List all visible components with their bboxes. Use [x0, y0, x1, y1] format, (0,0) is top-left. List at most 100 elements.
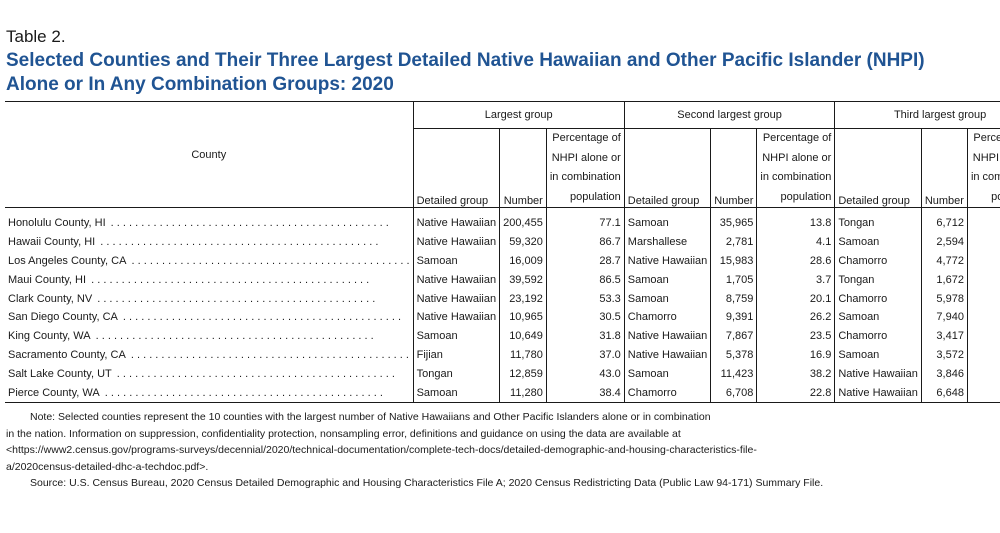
third-group-number: 3,846 [920, 364, 968, 384]
source-note: Source: U.S. Census Bureau, 2020 Census … [30, 477, 824, 489]
third-group-name: Chamorro [834, 289, 922, 308]
detailed-group-header: Detailed group [412, 128, 500, 208]
county-cell: Hawaii County, HI [5, 233, 413, 252]
third-group-name: Tongan [834, 207, 922, 233]
third-group-name: Samoan [834, 307, 922, 327]
third-group-name: Chamorro [834, 251, 922, 271]
second-group-percentage: 13.8 [756, 207, 835, 233]
table-label: Table 2. [6, 27, 66, 46]
percentage-header: Percentage of NHPI alone or in combinati… [966, 128, 1000, 208]
largest-group-name: Samoan [412, 326, 500, 346]
third-group-percentage: 3.7 [966, 270, 1000, 290]
largest-group-percentage: 30.5 [545, 307, 625, 327]
second-group-name: Native Hawaiian [623, 345, 711, 365]
table-row: Honolulu County, HINative Hawaiian200,45… [5, 207, 1000, 233]
second-group-name: Native Hawaiian [623, 251, 711, 271]
third-group-number: 2,594 [920, 232, 968, 252]
third-group-percentage: 10.2 [966, 326, 1000, 346]
note-link: <https://www2.census.gov/programs-survey… [6, 444, 757, 456]
second-group-number: 6,708 [710, 383, 757, 403]
largest-group-percentage: 86.5 [545, 270, 625, 290]
third-group-number: 6,648 [920, 383, 968, 403]
largest-group-number: 23,192 [499, 289, 547, 308]
number-header: Number [710, 128, 757, 208]
second-group-number: 15,983 [710, 251, 757, 271]
largest-group-number: 10,649 [499, 326, 547, 346]
second-group-number: 9,391 [710, 307, 757, 327]
second-group-number: 5,378 [710, 345, 757, 365]
largest-group-number: 59,320 [499, 232, 547, 252]
second-group-percentage: 38.2 [756, 364, 835, 384]
second-group-percentage: 28.6 [756, 251, 835, 271]
largest-group-percentage: 86.7 [545, 232, 625, 252]
percentage-header: Percentage of NHPI alone or in combinati… [756, 128, 835, 208]
largest-group-header: Largest group [412, 101, 625, 129]
largest-group-name: Samoan [412, 251, 500, 271]
largest-group-percentage: 31.8 [545, 326, 625, 346]
table-row: Clark County, NVNative Hawaiian23,19253.… [5, 289, 1000, 308]
county-cell: Honolulu County, HI [5, 208, 413, 233]
largest-group-percentage: 28.7 [545, 251, 625, 271]
second-group-percentage: 23.5 [756, 326, 835, 346]
second-group-number: 11,423 [710, 364, 757, 384]
third-group-percentage: 22.1 [966, 307, 1000, 327]
third-group-number: 4,772 [920, 251, 968, 271]
second-group-number: 1,705 [710, 270, 757, 290]
table-notes: Note: Selected counties represent the 10… [6, 409, 906, 492]
largest-group-number: 11,780 [499, 345, 547, 365]
second-group-number: 7,867 [710, 326, 757, 346]
note-line: a/2020census-detailed-dhc-a-techdoc.pdf>… [6, 460, 209, 473]
second-group-percentage: 4.1 [756, 232, 835, 252]
third-group-number: 3,417 [920, 326, 968, 346]
largest-group-number: 10,965 [499, 307, 547, 327]
third-group-percentage: 3.8 [966, 232, 1000, 252]
table-row: Salt Lake County, UTTongan12,85943.0Samo… [5, 364, 1000, 384]
table-row: Hawaii County, HINative Hawaiian59,32086… [5, 232, 1000, 252]
third-group-number: 6,712 [920, 207, 968, 233]
second-group-name: Marshallese [623, 232, 711, 252]
largest-group-number: 12,859 [499, 364, 547, 384]
largest-group-number: 200,455 [499, 207, 547, 233]
third-group-name: Chamorro [834, 326, 922, 346]
detailed-group-header: Detailed group [623, 128, 711, 208]
second-group-percentage: 26.2 [756, 307, 835, 327]
third-group-percentage: 13.7 [966, 289, 1000, 308]
third-group-name: Tongan [834, 270, 922, 290]
largest-group-percentage: 77.1 [545, 207, 625, 233]
second-group-name: Chamorro [623, 307, 711, 327]
third-group-number: 5,978 [920, 289, 968, 308]
third-group-name: Samoan [834, 345, 922, 365]
third-group-name: Samoan [834, 232, 922, 252]
second-group-number: 2,781 [710, 232, 757, 252]
third-group-name: Native Hawaiian [834, 364, 922, 384]
county-cell: Maui County, HI [5, 270, 413, 289]
largest-group-percentage: 43.0 [545, 364, 625, 384]
second-group-name: Samoan [623, 364, 711, 384]
table-row: Los Angeles County, CASamoan16,00928.7Na… [5, 251, 1000, 271]
third-group-name: Native Hawaiian [834, 383, 922, 403]
second-group-percentage: 3.7 [756, 270, 835, 290]
third-group-number: 1,672 [920, 270, 968, 290]
county-cell: Los Angeles County, CA [5, 252, 413, 271]
largest-group-name: Native Hawaiian [412, 289, 500, 308]
county-cell: Salt Lake County, UT [5, 364, 413, 383]
table-row: Sacramento County, CAFijian11,78037.0Nat… [5, 345, 1000, 365]
county-column-header: County [5, 101, 414, 208]
third-largest-group-header: Third largest group [834, 101, 1000, 129]
county-cell: Sacramento County, CA [5, 346, 413, 365]
second-group-percentage: 16.9 [756, 345, 835, 365]
largest-group-name: Tongan [412, 364, 500, 384]
second-group-name: Samoan [623, 289, 711, 308]
table-body: Honolulu County, HI Native Hawaiian 200,45… [5, 207, 1000, 403]
second-group-number: 35,965 [710, 207, 757, 233]
detailed-group-header: Detailed group [834, 128, 922, 208]
largest-group-number: 11,280 [499, 383, 547, 403]
county-cell: Pierce County, WA [5, 383, 414, 403]
note-line: Note: Selected counties represent the 10… [30, 411, 711, 423]
largest-group-percentage: 37.0 [545, 345, 625, 365]
second-group-percentage: 20.1 [756, 289, 835, 308]
county-cell: King County, WA [5, 327, 413, 346]
largest-group-name: Native Hawaiian [412, 270, 500, 290]
third-group-percentage: 22.6 [966, 383, 1000, 403]
